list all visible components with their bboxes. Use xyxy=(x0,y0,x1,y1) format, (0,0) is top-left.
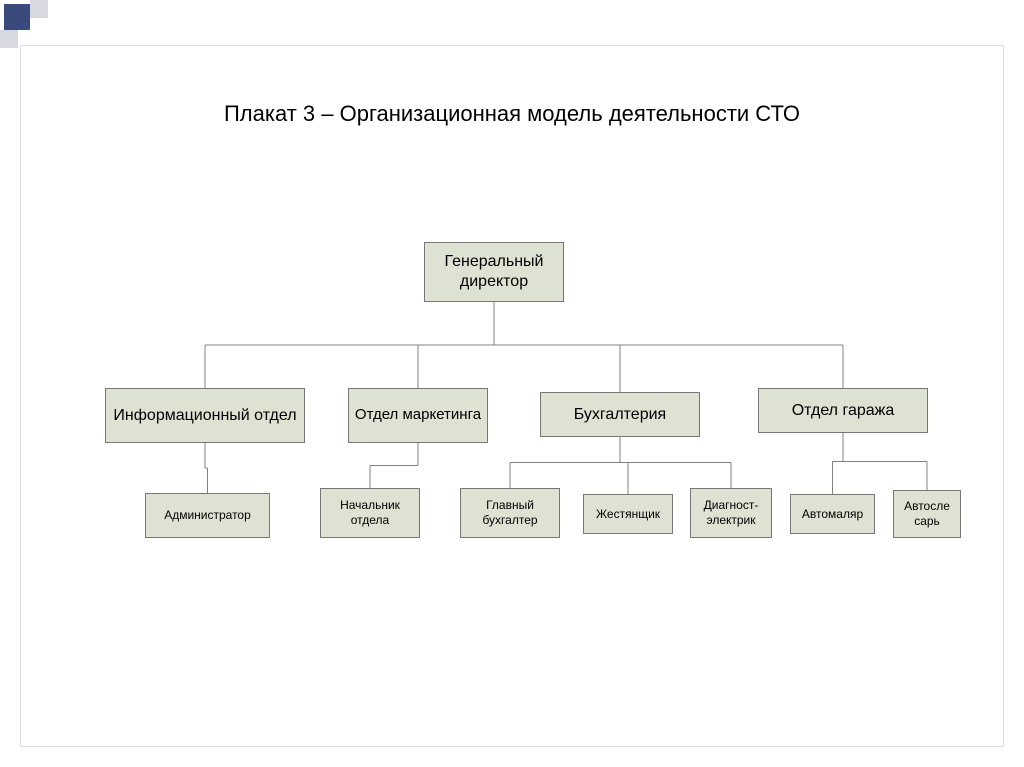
org-node-diag: Диагност-электрик xyxy=(690,488,772,538)
org-chart-connectors xyxy=(0,0,1024,767)
org-node-admin: Администратор xyxy=(145,493,270,538)
org-node-mkt: Отдел маркетинга xyxy=(348,388,488,443)
org-node-info: Информационный отдел xyxy=(105,388,305,443)
org-node-tin: Жестянщик xyxy=(583,494,673,534)
org-node-paint: Автомаляр xyxy=(790,494,875,534)
org-node-chief: Главный бухгалтер xyxy=(460,488,560,538)
org-chart: Генеральный директор Информационный отдел… xyxy=(0,0,1024,767)
org-node-lock: Автосле сарь xyxy=(893,490,961,538)
org-node-root: Генеральный директор xyxy=(424,242,564,302)
org-node-head: Начальник отдела xyxy=(320,488,420,538)
org-node-garage: Отдел гаража xyxy=(758,388,928,433)
org-node-acct: Бухгалтерия xyxy=(540,392,700,437)
